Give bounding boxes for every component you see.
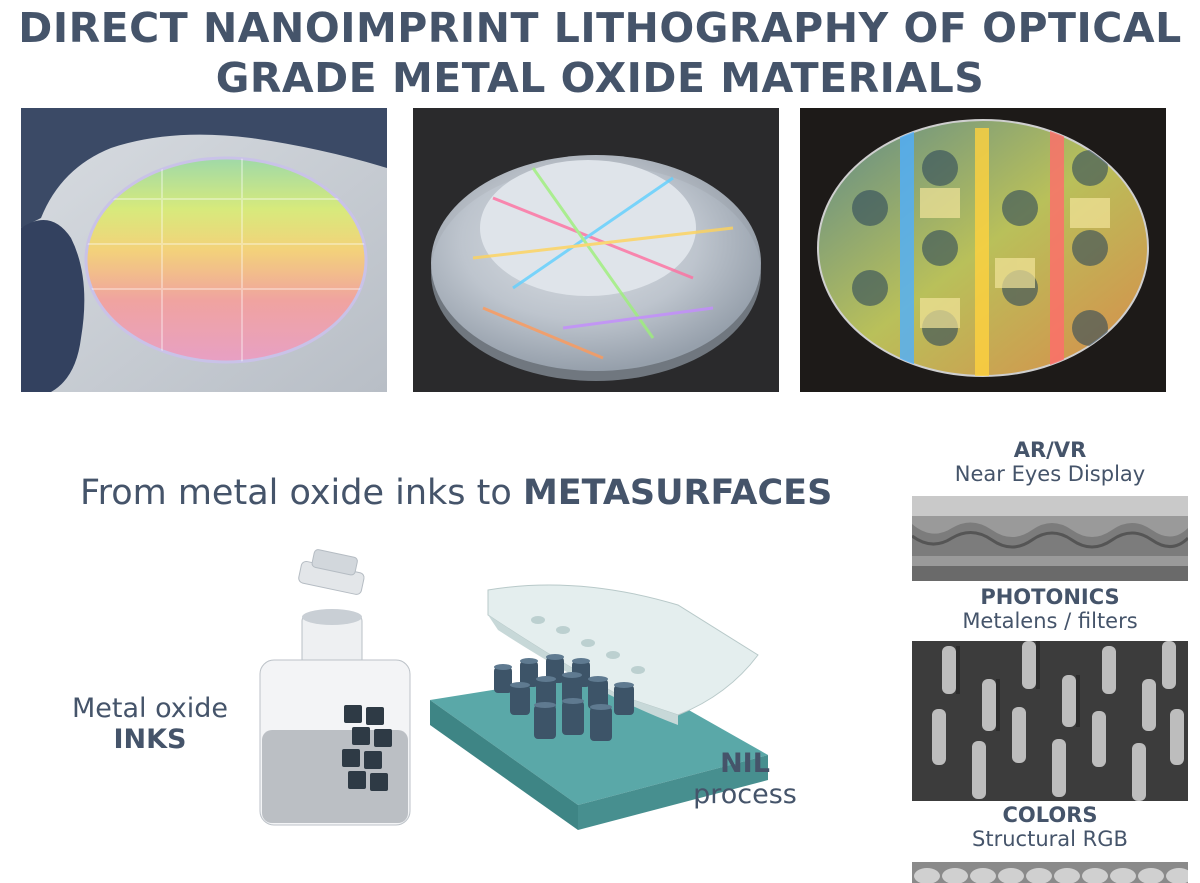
nil-process-illustration xyxy=(428,575,773,835)
application-subtext: Structural RGB xyxy=(972,827,1128,851)
photo-patterned-wafer xyxy=(800,108,1166,392)
title-line-2: GRADE METAL OXIDE MATERIALS xyxy=(215,54,985,102)
subtitle-emphasis: METASURFACES xyxy=(522,473,833,513)
application-ar-vr: AR/VR Near Eyes Display xyxy=(912,438,1188,486)
application-subtext: Near Eyes Display xyxy=(954,462,1146,486)
application-heading: COLORS xyxy=(1002,803,1098,827)
sem-image-photonics xyxy=(912,641,1188,801)
nil-label-line2: process xyxy=(693,779,797,810)
application-heading: PHOTONICS xyxy=(980,585,1120,609)
sem-image-ar-vr xyxy=(912,496,1188,581)
title-line-1: DIRECT NANOIMPRINT LITHOGRAPHY OF OPTICA… xyxy=(18,4,1182,52)
application-heading: AR/VR xyxy=(1013,438,1087,462)
sem-image-colors xyxy=(912,862,1188,883)
subtitle-prefix: From metal oxide inks to xyxy=(80,473,523,513)
inks-label-line2: INKS xyxy=(113,724,187,755)
ink-bottle-illustration xyxy=(252,545,417,830)
nil-label: NIL process xyxy=(680,748,810,810)
application-colors: COLORS Structural RGB xyxy=(912,803,1188,851)
inks-label-line1: Metal oxide xyxy=(71,693,229,724)
photo-holographic-disc xyxy=(413,108,779,392)
application-subtext: Metalens / filters xyxy=(962,609,1138,633)
nil-label-line1: NIL xyxy=(720,748,770,779)
section-subtitle: From metal oxide inks to METASURFACES xyxy=(80,473,832,513)
inks-label: Metal oxide INKS xyxy=(60,693,240,755)
photo-wafer-in-hand xyxy=(21,108,387,392)
application-photonics: PHOTONICS Metalens / filters xyxy=(912,585,1188,633)
